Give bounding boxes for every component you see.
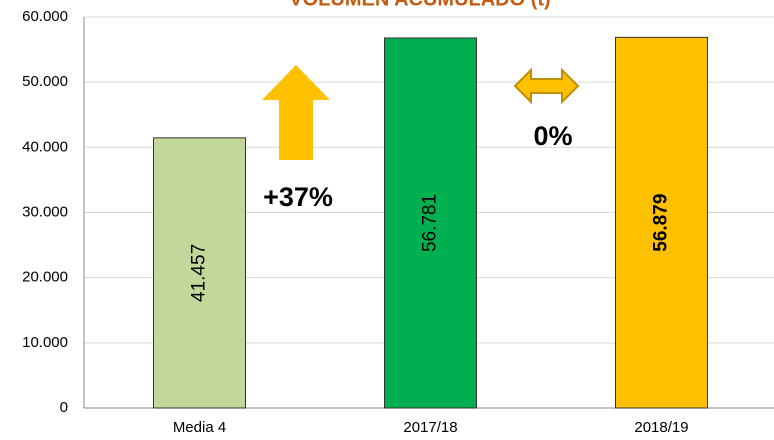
y-tick-label: 50.000 <box>22 73 68 90</box>
y-tick-label: 60.000 <box>22 8 68 25</box>
x-tick-label: Media 4 <box>173 419 226 436</box>
double-arrow <box>513 67 580 105</box>
bar <box>153 137 246 409</box>
value-label: 56.879 <box>651 194 672 252</box>
y-tick-label: 10.000 <box>22 334 68 351</box>
bar <box>384 37 477 409</box>
annotation: 0% <box>533 121 572 151</box>
y-tick-label: 40.000 <box>22 138 68 155</box>
x-tick-label: 2017/18 <box>403 419 457 436</box>
y-tick-label: 20.000 <box>22 269 68 286</box>
y-tick-label: 0 <box>60 399 68 416</box>
annotation: +37% <box>263 182 333 212</box>
y-tick-label: 30.000 <box>22 203 68 220</box>
chart-title: VOLUMEN ACUMULADO (t) <box>289 0 550 10</box>
value-label: 56.781 <box>420 194 441 252</box>
value-label: 41.457 <box>189 244 210 302</box>
bar <box>615 36 708 409</box>
up-arrow <box>262 65 330 160</box>
x-tick-label: 2018/19 <box>634 419 688 436</box>
